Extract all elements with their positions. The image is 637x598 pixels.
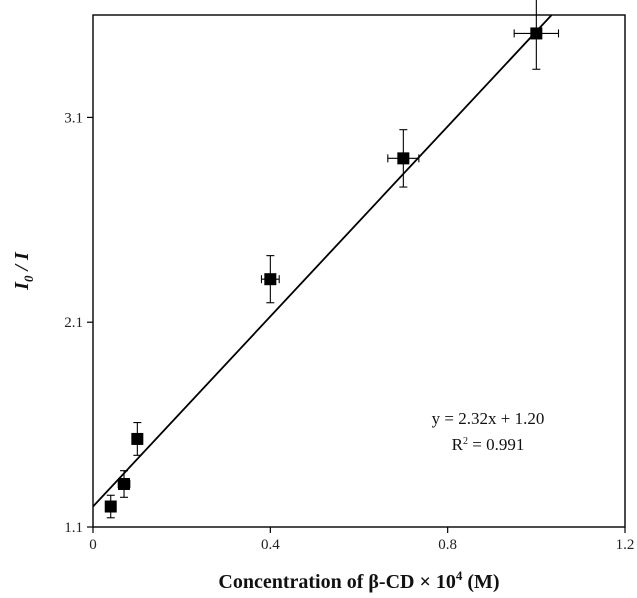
x-tick-label: 0.8 [438,537,457,553]
r-squared-value: = 0.991 [468,435,524,454]
y-axis-title: I0 / I [11,251,36,291]
x-tick-label: 1.2 [616,537,635,553]
x-axis-title-unit: (M) [462,571,499,593]
fit-line-layer [92,14,553,508]
x-axis-title-main: Concentration of β-CD × 10 [218,571,455,593]
x-axis-title: Concentration of β-CD × 104 (M) [218,568,499,593]
axis-ticks: 0 0.4 0.8 1.2 1.1 2.1 3.1 [64,110,634,553]
fit-line [92,14,553,508]
r-squared-superscript: 2 [463,436,468,447]
data-point-group [131,422,144,456]
data-point [104,500,117,513]
data-point [397,152,410,165]
plot-frame [92,14,626,528]
r-squared-label: R [452,435,464,454]
y-tick-label: 1.1 [64,520,83,536]
y-tick-label: 2.1 [64,315,83,331]
x-axis-title-exponent: 4 [456,568,463,583]
data-point-group [104,494,117,519]
data-point-group [117,470,131,498]
data-point [530,27,543,40]
data-point [118,477,131,490]
r-squared: R2 = 0.991 [452,435,525,454]
data-points-layer [104,0,560,519]
data-point-group [387,129,420,188]
data-point [264,273,277,286]
y-axis-title-main: I [11,281,33,291]
y-axis-title-tail: / I [11,251,33,276]
data-point-group [513,0,560,70]
x-tick-label: 0.4 [261,537,280,553]
y-tick-label: 3.1 [64,110,83,126]
y-axis-title-subscript: 0 [21,275,36,282]
x-tick-label: 0 [89,537,97,553]
fit-equation: y = 2.32x + 1.20 [432,409,545,428]
data-point-group [260,255,280,304]
data-point [131,432,144,445]
